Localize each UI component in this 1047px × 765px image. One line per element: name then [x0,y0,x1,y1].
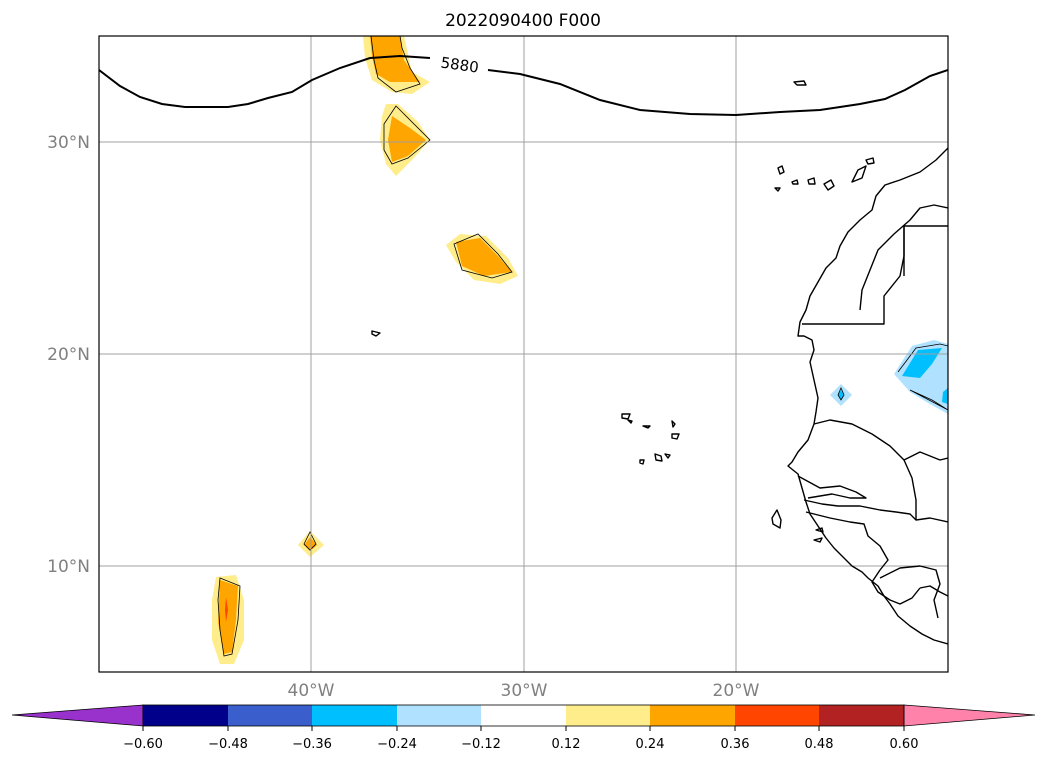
colorbar-segment [566,705,650,726]
longitude-labels: 40°W 30°W 20°W [288,681,760,701]
lat-label: 30°N [47,133,90,153]
colorbar-tick-label: −0.36 [292,737,332,752]
geopotential-5880-contour [99,54,948,117]
lon-label: 40°W [288,681,335,701]
anomaly-blue [902,348,942,378]
colorbar-tick-label: 0.60 [890,737,919,752]
anomaly-red [225,597,228,622]
latitude-labels: 30°N 20°N 10°N [47,133,90,577]
anomaly-orange [370,36,420,82]
anomaly-contours [217,36,948,657]
map-title: 2022090400 F000 [445,11,601,31]
colorbar-tick-label: 0.12 [552,737,581,752]
lon-label: 30°W [501,681,548,701]
colorbar-extend-min [11,704,144,727]
lat-label: 20°N [47,345,90,365]
colorbar-ticks [142,726,905,731]
colorbar-segment [481,705,566,726]
colorbar-segment [819,705,904,726]
colorbar-tick-label: 0.48 [805,737,834,752]
lon-label: 20°W [713,681,760,701]
colorbar-tick-label: −0.24 [377,737,417,752]
lat-label: 10°N [47,557,90,577]
anomaly-orange [218,580,238,654]
colorbar-segment [228,705,312,726]
map-frame [98,35,949,673]
positive-anomaly-shading [212,36,518,664]
anomaly-blue [942,388,948,404]
colorbar-tick-label: −0.12 [461,737,501,752]
gridlines [99,36,948,672]
map-panel: 5880 [98,35,949,673]
colorbar-segment [735,705,819,726]
map-content: 5880 [99,36,948,672]
colorbar-segment [650,705,735,726]
colorbar-segment [143,705,228,726]
anomaly-orange [388,116,426,162]
negative-anomaly-shading [830,340,948,414]
colorbar-tick-label: −0.48 [208,737,248,752]
colorbar-outline [142,704,905,727]
colorbar-segment [397,705,481,726]
coastlines [371,80,948,645]
contour-label: 5880 [440,53,480,76]
anomaly-orange [456,238,512,276]
colorbar-tick-label: 0.24 [636,737,665,752]
colorbar-extend-max [903,704,1036,727]
colorbar: −0.60 −0.48 −0.36 −0.24 −0.12 0.12 0.24 … [11,704,1036,752]
colorbar-tick-label: −0.60 [123,737,163,752]
colorbar-segment [312,705,397,726]
colorbar-tick-label: 0.36 [721,737,750,752]
